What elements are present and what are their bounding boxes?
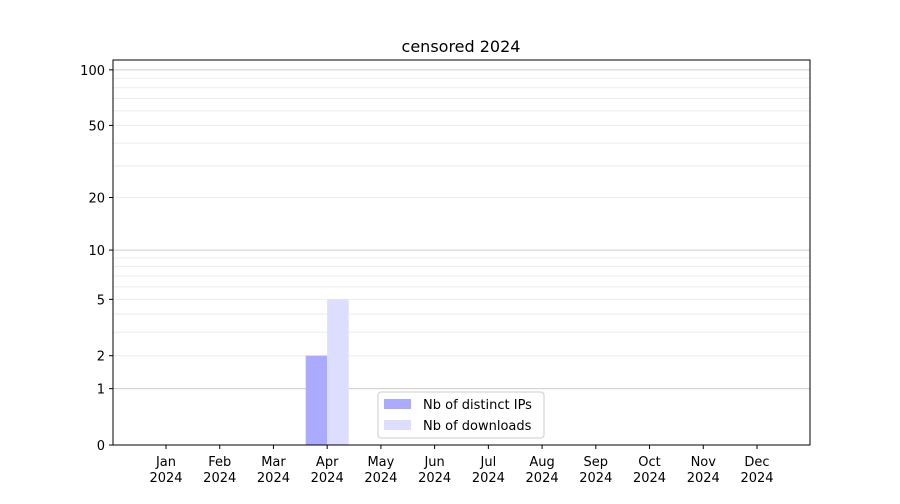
x-tick-label: 2024 (364, 471, 397, 486)
legend-swatch-distinct-ips (384, 399, 411, 409)
y-tick-label: 5 (97, 293, 105, 308)
x-tick-label: Nov (691, 455, 717, 470)
x-tick-label: 2024 (418, 471, 451, 486)
bar-distinct-ips (305, 355, 328, 445)
legend-swatch-downloads (384, 420, 411, 430)
legend-label-downloads: Nb of downloads (423, 419, 532, 434)
plot-frame (112, 59, 811, 446)
x-tick-label: Mar (261, 455, 286, 470)
y-tick-label: 20 (88, 192, 105, 207)
legend-frame (377, 391, 545, 439)
x-tick-label: 2024 (579, 471, 612, 486)
y-tick-label: 10 (88, 244, 105, 259)
legend: Nb of distinct IPs Nb of downloads (377, 391, 545, 439)
x-tick-label: Feb (208, 455, 231, 470)
x-tick-label: 2024 (311, 471, 344, 486)
x-tick-label: 2024 (526, 471, 559, 486)
x-tick-label: 2024 (472, 471, 505, 486)
x-tick-label: May (367, 455, 394, 470)
x-tick-label: Dec (744, 455, 769, 470)
bars (305, 299, 349, 445)
y-tick-label: 0 (97, 439, 105, 454)
grid (113, 69, 810, 390)
x-tick-label: 2024 (687, 471, 720, 486)
x-axis: Jan2024Feb2024Mar2024Apr2024May2024Jun20… (149, 445, 774, 486)
x-tick-label: Jul (480, 455, 497, 470)
x-tick-label: Apr (316, 455, 339, 470)
x-tick-label: 2024 (149, 471, 182, 486)
x-tick-label: Jun (423, 455, 444, 470)
x-tick-label: 2024 (257, 471, 290, 486)
x-tick-label: Aug (529, 455, 554, 470)
x-tick-label: 2024 (740, 471, 773, 486)
y-tick-label: 50 (88, 119, 105, 134)
bar-downloads (327, 299, 349, 445)
y-tick-label: 1 (97, 383, 105, 398)
legend-label-distinct-ips: Nb of distinct IPs (423, 398, 532, 413)
y-axis: 0 1 2 5 10 20 50 100 (80, 64, 113, 454)
x-tick-label: Oct (638, 455, 660, 470)
x-tick-label: Sep (584, 455, 609, 470)
x-tick-label: Jan (155, 455, 176, 470)
x-tick-label: 2024 (633, 471, 666, 486)
chart-title: censored 2024 (402, 37, 521, 56)
y-tick-label: 100 (80, 64, 105, 79)
x-tick-label: 2024 (203, 471, 236, 486)
y-tick-label: 2 (97, 350, 105, 365)
